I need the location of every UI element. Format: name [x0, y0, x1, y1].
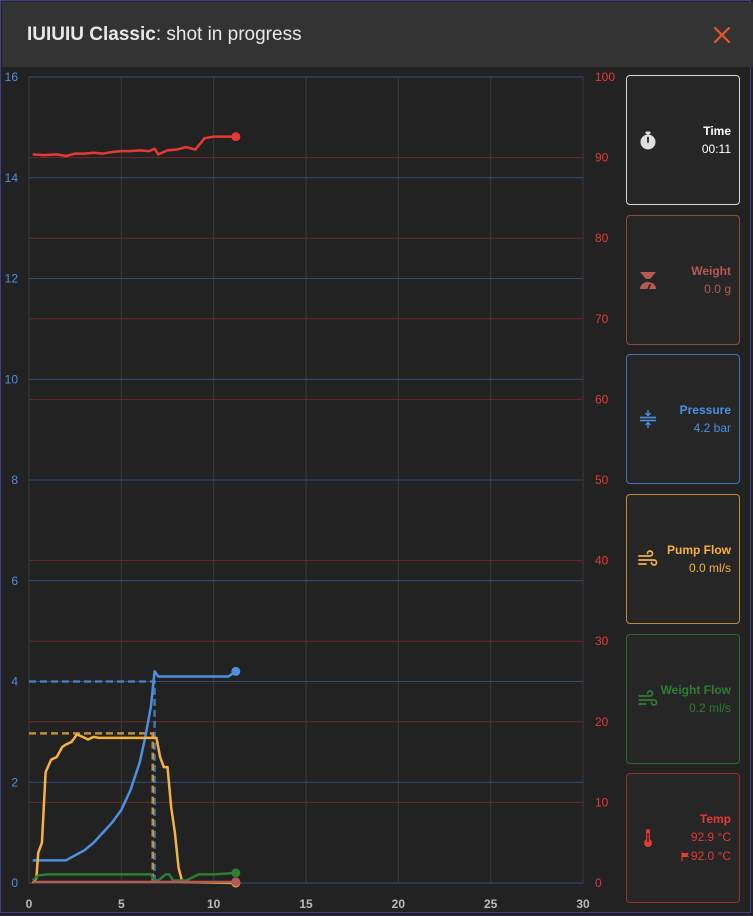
weight-endpoint — [231, 877, 241, 887]
x-tick-label: 5 — [118, 897, 125, 911]
wind-icon — [637, 548, 659, 570]
pressure-line — [32, 670, 237, 862]
shot-status: shot in progress — [166, 24, 302, 45]
scale-icon — [637, 269, 659, 291]
weight-card: Weight 0.0 g — [626, 215, 740, 345]
dialog-title: IUIUIU Classic: shot in progress — [27, 24, 302, 46]
pump-flow-value: 0.0 ml/s — [688, 561, 731, 575]
weight-flow-label: Weight Flow — [660, 683, 731, 697]
weight-label: Weight — [691, 264, 731, 278]
left-tick-label: 14 — [5, 171, 19, 185]
left-tick-label: 0 — [11, 876, 18, 890]
close-button[interactable] — [711, 24, 733, 46]
pump-flow-card: Pump Flow 0.0 ml/s — [626, 494, 740, 624]
compress-icon — [637, 408, 659, 430]
temp-target-value: 92.0 °C — [690, 849, 731, 863]
pump-flow-label: Pump Flow — [667, 543, 731, 557]
wind-icon — [637, 688, 659, 710]
left-tick-label: 10 — [5, 372, 19, 386]
flag-icon — [681, 852, 689, 861]
right-tick-label: 50 — [595, 473, 609, 487]
x-tick-label: 20 — [392, 897, 406, 911]
flow_target-line — [29, 732, 154, 883]
left-tick-label: 12 — [5, 272, 19, 286]
x-tick-label: 30 — [576, 897, 590, 911]
right-tick-label: 80 — [595, 231, 609, 245]
temp-endpoint — [231, 132, 241, 142]
weight-flow-card: Weight Flow 0.2 ml/s — [626, 634, 740, 764]
stopwatch-icon — [637, 129, 659, 151]
right-tick-label: 60 — [595, 392, 609, 406]
right-tick-label: 70 — [595, 312, 609, 326]
x-tick-label: 10 — [207, 897, 221, 911]
x-tick-label: 0 — [26, 897, 33, 911]
right-tick-label: 20 — [595, 715, 609, 729]
pressure-label: Pressure — [679, 403, 731, 417]
weight-value: 0.0 g — [704, 282, 731, 296]
temp-value: 92.9 °C — [690, 830, 731, 844]
right-tick-label: 100 — [595, 70, 615, 84]
thermometer-icon — [637, 827, 659, 849]
weight_flow-endpoint — [231, 868, 241, 878]
x-tick-label: 25 — [484, 897, 498, 911]
left-tick-label: 2 — [11, 775, 18, 789]
temp-line — [32, 135, 236, 158]
temp-card: Temp 92.9 °C 92.0 °C — [626, 773, 740, 903]
close-icon — [713, 26, 731, 44]
weight_flow-line — [31, 871, 236, 882]
pressure-endpoint — [231, 666, 241, 676]
right-tick-label: 90 — [595, 151, 609, 165]
right-tick-label: 30 — [595, 634, 609, 648]
left-tick-label: 16 — [5, 70, 19, 84]
pressure-card: Pressure 4.2 bar — [626, 354, 740, 484]
pressure-value: 4.2 bar — [693, 421, 731, 435]
right-tick-label: 0 — [595, 876, 602, 890]
x-tick-label: 15 — [299, 897, 313, 911]
temp-target: 92.0 °C — [681, 849, 731, 863]
title-separator: : — [155, 24, 167, 45]
left-tick-label: 8 — [11, 473, 18, 487]
pump_flow-line — [31, 733, 236, 885]
right-tick-label: 40 — [595, 554, 609, 568]
right-tick-label: 10 — [595, 795, 609, 809]
dialog-header: IUIUIU Classic: shot in progress — [2, 2, 753, 67]
shot-chart: 0 2 4 6 8 10 12 14 16 0 10 20 30 40 50 60 70 80 90 100 0 5 10 1… — [5, 70, 616, 911]
weight-flow-value: 0.2 ml/s — [688, 701, 731, 715]
profile-name: IUIUIU Classic — [27, 24, 156, 45]
time-value: 00:11 — [701, 142, 731, 156]
time-card: Time 00:11 — [626, 75, 740, 205]
left-tick-label: 4 — [11, 675, 18, 689]
temp-label: Temp — [699, 812, 731, 826]
left-tick-label: 6 — [11, 574, 18, 588]
time-label: Time — [703, 124, 731, 138]
